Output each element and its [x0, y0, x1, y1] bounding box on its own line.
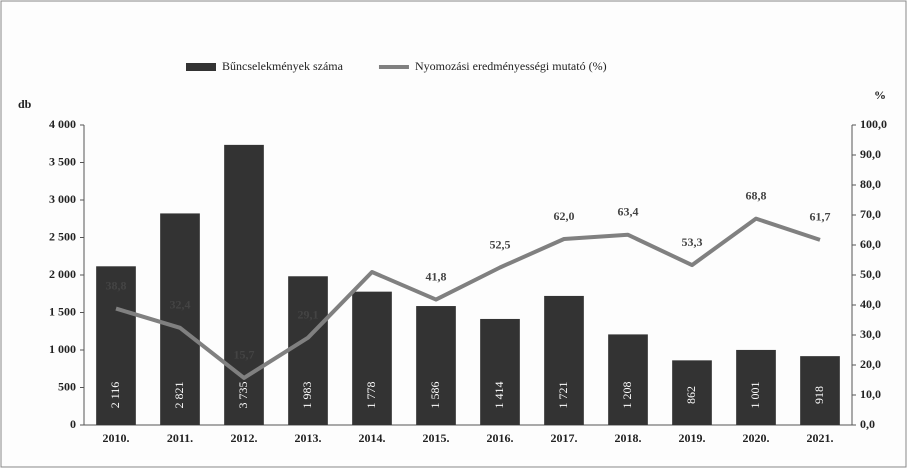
line-value-label: 63,4 [618, 205, 639, 219]
y2-tick-label: 50,0 [860, 267, 881, 281]
line-value-label: 62,0 [554, 209, 575, 223]
y-tick-label: 4 000 [49, 117, 76, 131]
bar [672, 360, 712, 425]
bar [288, 276, 328, 425]
bar-value-label: 2 116 [108, 382, 122, 409]
bar [544, 295, 584, 425]
y-tick-label: 1 000 [49, 342, 76, 356]
x-tick-label: 2017. [551, 431, 578, 445]
bar [352, 291, 392, 425]
legend-label: Nyomozási eredményességi mutató (%) [415, 59, 607, 73]
line-value-label: 61,7 [810, 210, 831, 224]
line-value-label: 38,8 [106, 278, 127, 292]
y2-tick-label: 80,0 [860, 177, 881, 191]
bar [96, 266, 136, 425]
bar-value-label: 1 983 [300, 382, 314, 409]
legend-swatch [186, 63, 216, 71]
x-tick-label: 2013. [295, 431, 322, 445]
bar-value-label: 1 001 [748, 382, 762, 409]
y2-tick-label: 20,0 [860, 357, 881, 371]
x-tick-label: 2012. [231, 431, 258, 445]
line-value-label: 41,8 [426, 269, 447, 283]
x-tick-label: 2014. [359, 431, 386, 445]
x-tick-label: 2011. [167, 431, 193, 445]
x-tick-label: 2019. [679, 431, 706, 445]
bar-value-label: 2 821 [172, 382, 186, 409]
y-tick-label: 3 000 [49, 192, 76, 206]
y2-tick-label: 100,0 [860, 117, 887, 131]
line-value-label: 68,8 [746, 188, 767, 202]
line [115, 216, 821, 380]
bar-value-label: 3 735 [236, 382, 250, 409]
y2-tick-label: 10,0 [860, 387, 881, 401]
bar-value-label: 1 778 [364, 382, 378, 409]
y2-tick-label: 70,0 [860, 207, 881, 221]
line-value-label: 29,1 [298, 307, 319, 321]
legend-label: Bűncselekmények száma [222, 59, 344, 73]
line-value-label: 52,5 [490, 237, 511, 251]
bar-value-label: 1 208 [620, 382, 634, 409]
bar [800, 356, 840, 425]
y2-tick-label: 30,0 [860, 327, 881, 341]
line-value-label: 53,3 [682, 235, 703, 249]
y2-tick-label: 60,0 [860, 237, 881, 251]
bar [608, 334, 648, 425]
bar [480, 318, 520, 425]
line-value-label: 32,4 [170, 298, 191, 312]
x-tick-label: 2016. [487, 431, 514, 445]
y2-tick-label: 40,0 [860, 297, 881, 311]
bar-value-label: 1 586 [428, 382, 442, 409]
x-tick-label: 2015. [423, 431, 450, 445]
y-tick-label: 3 500 [49, 154, 76, 168]
y2-axis-label: % [874, 88, 886, 102]
y-tick-label: 2 500 [49, 229, 76, 243]
y-tick-label: 500 [58, 379, 76, 393]
line-value-label: 15,7 [234, 348, 255, 362]
y2-tick-label: 0,0 [860, 417, 875, 431]
y-tick-label: 0 [70, 417, 76, 431]
y2-tick-label: 90,0 [860, 147, 881, 161]
y-axis-label: db [18, 97, 32, 111]
bar [736, 349, 776, 425]
bar-value-label: 862 [684, 386, 698, 404]
bar-value-label: 918 [812, 386, 826, 404]
x-tick-label: 2020. [743, 431, 770, 445]
y-tick-label: 1 500 [49, 304, 76, 318]
bar-value-label: 1 414 [492, 382, 506, 409]
x-tick-label: 2010. [103, 431, 130, 445]
y-tick-label: 2 000 [49, 267, 76, 281]
x-tick-label: 2018. [615, 431, 642, 445]
bar [416, 306, 456, 425]
x-tick-label: 2021. [807, 431, 834, 445]
bar-value-label: 1 721 [556, 382, 570, 409]
bar [160, 213, 200, 425]
